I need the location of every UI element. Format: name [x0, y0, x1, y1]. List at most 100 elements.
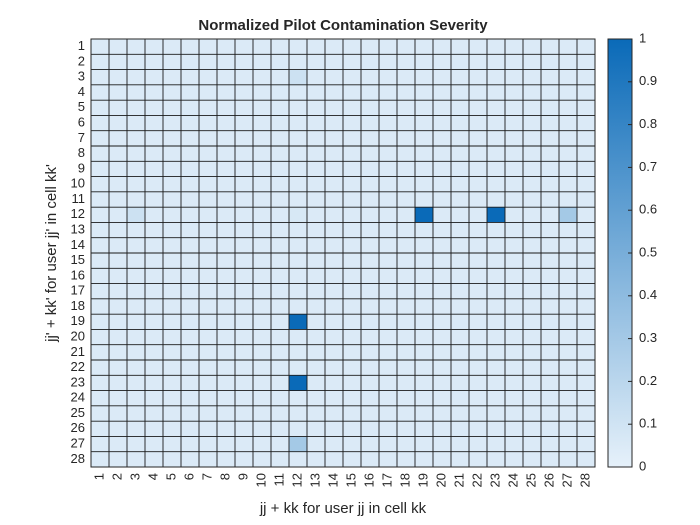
heatmap-cell — [451, 268, 469, 284]
heatmap-cell — [253, 176, 271, 192]
heatmap-cell — [235, 69, 253, 85]
heatmap-cell — [541, 314, 559, 330]
heatmap-cell — [253, 161, 271, 177]
heatmap-cell — [253, 130, 271, 146]
heatmap-cell — [469, 421, 487, 437]
heatmap-cell — [109, 222, 127, 238]
heatmap-cell — [415, 146, 433, 162]
heatmap-cell — [145, 222, 163, 238]
heatmap-cell — [163, 360, 181, 376]
heatmap-cell — [361, 436, 379, 452]
heatmap-cell — [577, 176, 595, 192]
heatmap-cell — [325, 161, 343, 177]
heatmap-cell — [559, 54, 577, 70]
heatmap-cell — [289, 69, 307, 85]
heatmap-cell — [577, 283, 595, 299]
heatmap-cell — [235, 237, 253, 253]
heatmap-cell — [289, 191, 307, 208]
heatmap-cell — [559, 344, 577, 360]
heatmap-cell — [379, 84, 397, 101]
heatmap-cell — [235, 421, 253, 437]
heatmap-cell — [325, 222, 343, 238]
heatmap-cell — [91, 344, 109, 360]
y-tick-label: 26 — [71, 420, 85, 435]
heatmap-cell — [559, 115, 577, 131]
heatmap-cell — [289, 329, 307, 345]
heatmap-cell — [253, 451, 271, 467]
heatmap-cell — [91, 360, 109, 376]
heatmap-cell — [163, 314, 181, 330]
heatmap-cell — [145, 69, 163, 85]
heatmap-cell — [433, 207, 451, 223]
heatmap-cell — [541, 191, 559, 208]
heatmap-cell — [505, 405, 523, 422]
heatmap-cell — [163, 115, 181, 131]
heatmap-cell — [145, 39, 163, 55]
heatmap-cell — [379, 314, 397, 330]
heatmap-cell — [397, 451, 415, 467]
heatmap-cell — [343, 405, 361, 422]
heatmap-cell — [577, 298, 595, 315]
heatmap-cell — [415, 115, 433, 131]
heatmap-cell — [451, 314, 469, 330]
heatmap-cell — [541, 130, 559, 146]
heatmap-cell — [451, 344, 469, 360]
heatmap-cell — [523, 451, 541, 467]
heatmap-cell — [505, 39, 523, 55]
y-tick-label: 23 — [71, 374, 85, 389]
heatmap-cell — [181, 207, 199, 223]
heatmap-cell — [307, 161, 325, 177]
heatmap-cell — [289, 436, 307, 452]
heatmap-cell — [559, 84, 577, 101]
x-tick-label: 26 — [541, 473, 556, 487]
heatmap-cell — [217, 54, 235, 70]
heatmap-cell — [163, 100, 181, 116]
heatmap-cell — [451, 298, 469, 315]
heatmap-cell — [235, 54, 253, 70]
heatmap-cell — [235, 344, 253, 360]
heatmap-cell — [235, 360, 253, 376]
heatmap-cell — [307, 375, 325, 391]
heatmap-cell — [289, 222, 307, 238]
heatmap-cell — [541, 436, 559, 452]
heatmap-cell — [487, 69, 505, 85]
heatmap-cell — [523, 100, 541, 116]
heatmap-cell — [433, 100, 451, 116]
heatmap-cell — [145, 130, 163, 146]
heatmap-cell — [163, 191, 181, 208]
heatmap-cell — [217, 436, 235, 452]
heatmap-cell — [541, 375, 559, 391]
heatmap-cell — [127, 237, 145, 253]
heatmap-cell — [541, 39, 559, 55]
heatmap-cell — [163, 130, 181, 146]
heatmap-cell — [181, 390, 199, 406]
heatmap-cell — [145, 314, 163, 330]
heatmap-cell — [325, 421, 343, 437]
heatmap-cell — [127, 84, 145, 101]
heatmap-cell — [541, 237, 559, 253]
heatmap-cell — [577, 268, 595, 284]
heatmap-cell — [325, 375, 343, 391]
heatmap-cell — [397, 405, 415, 422]
y-tick-label: 1 — [78, 38, 85, 53]
heatmap-cell — [469, 161, 487, 177]
heatmap-cell — [163, 436, 181, 452]
heatmap-cell — [505, 375, 523, 391]
heatmap-cell — [559, 237, 577, 253]
heatmap-cell — [307, 191, 325, 208]
heatmap-cell — [559, 207, 577, 223]
heatmap-cell — [505, 115, 523, 131]
heatmap-cell — [271, 283, 289, 299]
heatmap-cell — [163, 268, 181, 284]
heatmap-cell — [307, 84, 325, 101]
heatmap-cell — [217, 176, 235, 192]
heatmap-cell — [109, 54, 127, 70]
heatmap-cell — [127, 375, 145, 391]
heatmap-cell — [199, 405, 217, 422]
heatmap-cell — [181, 222, 199, 238]
x-tick-label: 19 — [415, 473, 430, 487]
heatmap-cell — [433, 375, 451, 391]
heatmap-cell — [307, 314, 325, 330]
heatmap-cell — [199, 100, 217, 116]
heatmap-cell — [163, 54, 181, 70]
